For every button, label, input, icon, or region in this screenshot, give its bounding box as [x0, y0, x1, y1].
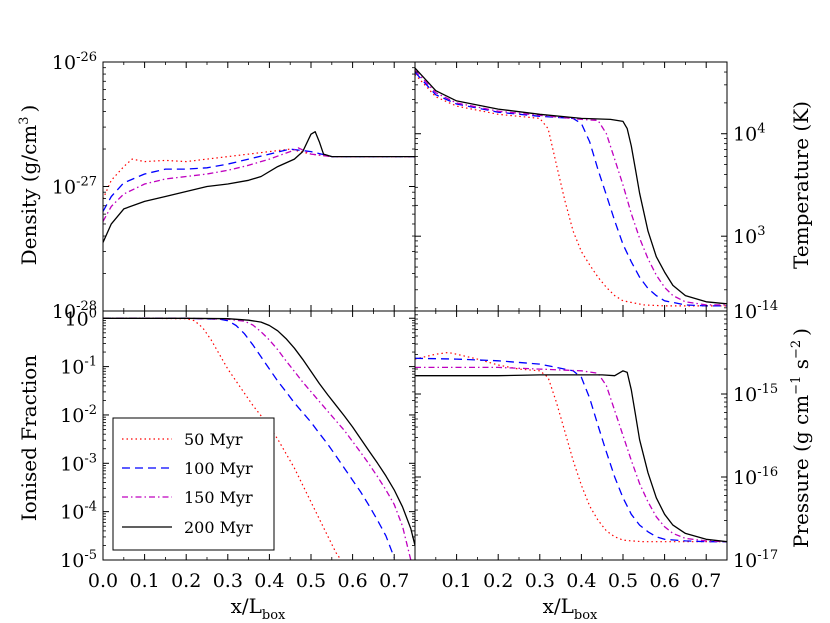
density-ytick-label: 10-26 [52, 50, 97, 74]
xtick-label-right: 0.7 [691, 570, 721, 592]
ionised-ytick-label: 10-2 [60, 403, 97, 427]
density-plot-area [103, 131, 415, 243]
temperature-ytick-label: 104 [733, 122, 765, 146]
xtick-label-right: 0.2 [483, 570, 513, 592]
pressure-ytick-label: 10-14 [733, 299, 778, 323]
ionised-ytick-label: 10-3 [60, 451, 97, 475]
pressure-series-50-myr [415, 351, 727, 543]
xtick-label-left: 0.6 [337, 570, 367, 592]
xtick-label-right: 0.1 [441, 570, 471, 592]
temperature-series-150-myr [415, 69, 727, 306]
legend: 50 Myr 100 Myr 150 Myr 200 Myr [112, 417, 275, 551]
temperature-series-50-myr [415, 73, 727, 307]
legend-label-100: 100 Myr [184, 459, 253, 478]
ionised-ytick-label: 100 [65, 306, 97, 330]
xtick-label-left: 0.0 [88, 570, 118, 592]
density-ytick-label: 10-27 [52, 175, 97, 199]
xtick-label-right: 0.5 [608, 570, 638, 592]
pressure-series-150-myr [415, 366, 727, 543]
xtick-label-left: 0.5 [296, 570, 326, 592]
xtick-label-right: 0.3 [525, 570, 555, 592]
legend-label-200: 200 Myr [184, 518, 253, 537]
legend-label-50: 50 Myr [184, 430, 243, 449]
density-ytick-label: 10-28 [52, 299, 97, 323]
ionised-ytick-label: 10-5 [60, 548, 97, 572]
temperature-frame [414, 61, 728, 312]
xtick-label-right: 0.4 [566, 570, 596, 592]
pressure-ytick-label: 10-15 [733, 382, 778, 406]
xtick-label-left: 0.4 [254, 570, 284, 592]
legend-box [112, 417, 275, 551]
xlabel-right: x/Lbox [543, 594, 598, 623]
temperature-ytick-label: 103 [733, 224, 765, 248]
xtick-label-left: 0.3 [213, 570, 243, 592]
xtick-label-left: 0.7 [379, 570, 409, 592]
density-frame [102, 61, 416, 312]
temperature-ylabel: Temperature (K) [789, 101, 813, 269]
density-series-100-myr [103, 148, 415, 212]
temperature-plot-area [415, 67, 727, 307]
xtick-label-left: 0.2 [171, 570, 201, 592]
pressure-plot-area [415, 351, 727, 543]
temperature-series-100-myr [415, 71, 727, 307]
ticks-layer: 10-26 10-27 10-28 104 103 100 10-1 10-2 10-3 10-4… [52, 50, 778, 592]
density-series-200-myr [103, 131, 415, 243]
pressure-ytick-label: 10-16 [733, 465, 778, 489]
ionised-series-200-myr [103, 317, 415, 546]
ionised-series-150-myr [103, 317, 412, 560]
legend-label-150: 150 Myr [184, 488, 253, 507]
density-ylabel: Density (g/cm3) [17, 105, 41, 266]
pressure-series-200-myr [415, 370, 727, 543]
density-series-150-myr [103, 147, 415, 222]
xtick-label-left: 0.1 [129, 570, 159, 592]
series-layer [103, 67, 727, 560]
pressure-series-100-myr [415, 357, 727, 543]
ionised-ytick-label: 10-4 [60, 500, 97, 524]
ionised-ytick-label: 10-1 [60, 355, 97, 379]
temperature-series-200-myr [415, 67, 727, 305]
ionised-ylabel: Ionised Fraction [17, 355, 41, 522]
xlabel-left: x/Lbox [231, 594, 286, 623]
ionised-series-100-myr [103, 317, 395, 558]
ionised-plot-area [103, 317, 415, 560]
pressure-ytick-label: 10-17 [733, 548, 778, 572]
pressure-frame [414, 310, 728, 561]
pressure-ylabel: Pressure (g cm−1 s−2) [789, 328, 813, 548]
xtick-label-right: 0.6 [649, 570, 679, 592]
